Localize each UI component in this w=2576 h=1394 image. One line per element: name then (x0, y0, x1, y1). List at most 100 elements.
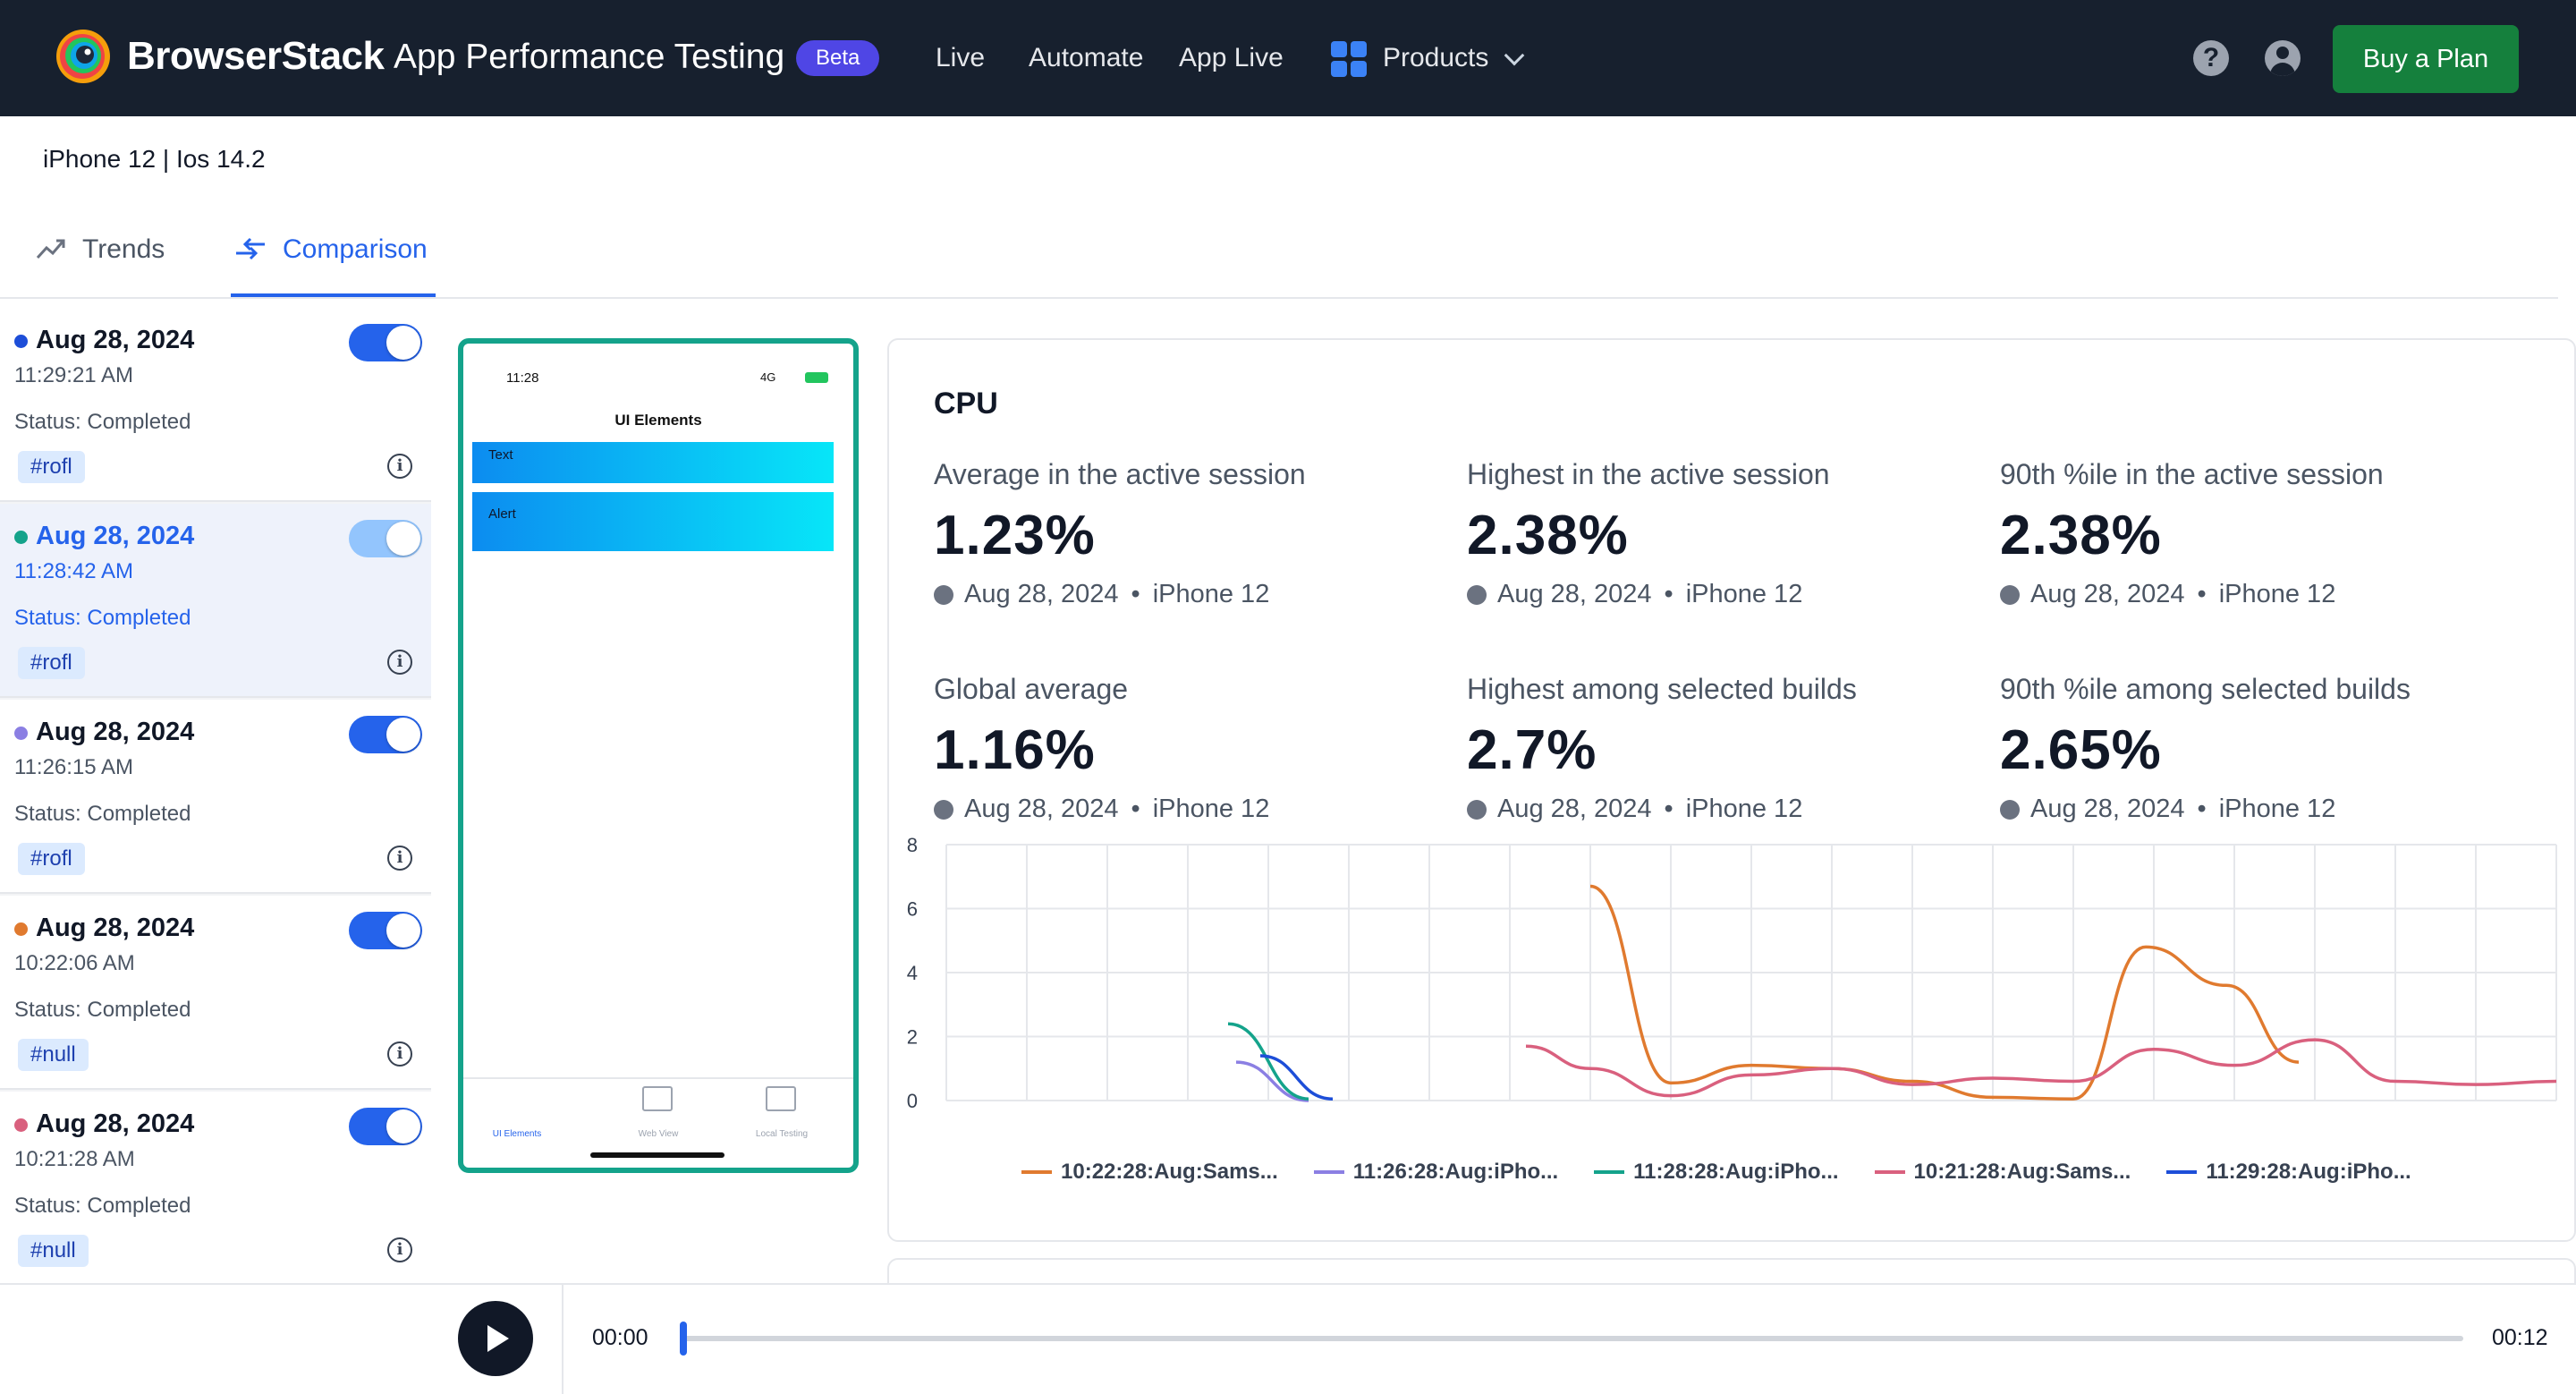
session-date: Aug 28, 2024 (36, 718, 195, 746)
legend-swatch (1874, 1170, 1905, 1174)
active-tab-indicator (231, 293, 436, 298)
nav-live[interactable]: Live (936, 43, 986, 72)
stat-device: iPhone 12 (1152, 795, 1270, 823)
session-toggle[interactable] (349, 1108, 422, 1145)
series-line (1259, 1054, 1334, 1101)
seek-track[interactable] (682, 1336, 2463, 1341)
nav-products[interactable]: Products (1383, 43, 1489, 72)
session-toggle[interactable] (349, 520, 422, 557)
tab-comparison[interactable]: Comparison (283, 234, 428, 264)
session-toggle[interactable] (349, 324, 422, 361)
session-status: Status: Completed (14, 802, 191, 826)
session-time: 11:28:42 AM (14, 559, 133, 583)
tab-trends[interactable]: Trends (82, 234, 165, 264)
buy-plan-button[interactable]: Buy a Plan (2333, 25, 2519, 93)
stat-label: 90th %ile among selected builds (2000, 673, 2411, 705)
device-dot-icon (2000, 584, 2020, 605)
stat-label: Average in the active session (934, 458, 1306, 490)
stat-p90-selected: 90th %ile among selected builds 2.65% Au… (2000, 673, 2519, 824)
legend-item[interactable]: 11:29:28:Aug:iPho... (2166, 1160, 2411, 1185)
device-dot-icon (934, 799, 953, 820)
legend-item[interactable]: 10:21:28:Aug:Sams... (1874, 1160, 2131, 1185)
product-name: App Performance Testing (394, 38, 785, 76)
session-tag: #rofl (18, 843, 85, 875)
chevron-down-icon[interactable] (1504, 45, 1525, 66)
stat-label: Global average (934, 673, 1129, 705)
phone-tabbar-divider (463, 1077, 853, 1079)
stat-date: Aug 28, 2024 (964, 580, 1119, 608)
legend-item[interactable]: 11:26:28:Aug:iPho... (1313, 1160, 1558, 1185)
legend-swatch (1021, 1170, 1052, 1174)
info-icon[interactable]: i (387, 846, 412, 871)
stat-average-active: Average in the active session 1.23% Aug … (934, 458, 1453, 609)
duration-time: 00:12 (2492, 1325, 2548, 1350)
y-tick-label: 8 (907, 834, 918, 856)
session-toggle[interactable] (349, 912, 422, 949)
info-icon[interactable]: i (387, 454, 412, 479)
session-item[interactable]: Aug 28, 2024 10:22:06 AM Status: Complet… (0, 896, 431, 1090)
info-icon[interactable]: i (387, 650, 412, 675)
separator-dot: • (1131, 795, 1140, 823)
products-grid-icon[interactable] (1331, 41, 1367, 77)
legend-swatch (1313, 1170, 1344, 1174)
y-tick-label: 0 (907, 1090, 918, 1111)
stat-p90-active: 90th %ile in the active session 2.38% Au… (2000, 458, 2519, 609)
stat-value: 2.7% (1467, 719, 1597, 781)
session-date: Aug 28, 2024 (36, 914, 195, 942)
session-time: 11:29:21 AM (14, 363, 133, 387)
series-line (1589, 884, 2300, 1101)
stat-highest-active: Highest in the active session 2.38% Aug … (1467, 458, 1986, 609)
seek-thumb[interactable] (680, 1322, 687, 1356)
separator-dot: • (1131, 580, 1140, 608)
info-icon[interactable]: i (387, 1237, 412, 1262)
stat-label: Highest among selected builds (1467, 673, 1857, 705)
stat-date: Aug 28, 2024 (2030, 580, 2185, 608)
session-item[interactable]: Aug 28, 2024 11:26:15 AM Status: Complet… (0, 700, 431, 894)
top-navigation-bar: BrowserStack App Performance Testing Bet… (0, 0, 2576, 116)
session-toggle[interactable] (349, 716, 422, 753)
legend-item[interactable]: 10:22:28:Aug:Sams... (1021, 1160, 1278, 1185)
web-view-icon (642, 1086, 673, 1111)
play-icon[interactable] (458, 1301, 533, 1376)
local-testing-icon (766, 1086, 796, 1111)
session-tag: #rofl (18, 451, 85, 483)
legend-item[interactable]: 11:28:28:Aug:iPho... (1594, 1160, 1839, 1185)
nav-automate[interactable]: Automate (1029, 43, 1144, 72)
info-icon[interactable]: i (387, 1041, 412, 1067)
session-item[interactable]: Aug 28, 2024 10:21:28 AM Status: Complet… (0, 1092, 431, 1286)
phone-tab-local-testing: Local Testing (755, 1129, 809, 1139)
device-dot-icon (1467, 799, 1487, 820)
session-tag: #null (18, 1235, 89, 1267)
stat-device: iPhone 12 (1152, 580, 1270, 608)
brand-name[interactable]: BrowserStack (127, 34, 385, 78)
session-status: Status: Completed (14, 1194, 191, 1218)
session-status: Status: Completed (14, 998, 191, 1022)
stat-device: iPhone 12 (1685, 795, 1803, 823)
cpu-card: CPU Average in the active session 1.23% … (887, 338, 2576, 1242)
y-tick-label: 4 (907, 962, 918, 984)
stat-device: iPhone 12 (2218, 795, 2336, 823)
session-time: 11:26:15 AM (14, 755, 133, 779)
nav-app-live[interactable]: App Live (1179, 43, 1284, 72)
phone-screen-title: UI Elements (614, 412, 702, 429)
device-dot-icon (1467, 584, 1487, 605)
session-color-dot (14, 727, 28, 740)
beta-badge: Beta (796, 40, 880, 76)
phone-row-text: Text (472, 442, 834, 483)
session-date: Aug 28, 2024 (36, 522, 195, 550)
stat-value: 2.65% (2000, 719, 2162, 781)
browserstack-logo-icon[interactable] (55, 29, 111, 84)
session-item[interactable]: Aug 28, 2024 11:28:42 AM Status: Complet… (0, 504, 431, 698)
stat-value: 2.38% (1467, 505, 1629, 566)
stat-device: iPhone 12 (1685, 580, 1803, 608)
stat-date: Aug 28, 2024 (1497, 580, 1652, 608)
cpu-line-chart: 0 2 4 6 8 (907, 834, 2557, 1111)
session-list: Aug 28, 2024 11:29:21 AM Status: Complet… (0, 308, 431, 1286)
session-item[interactable]: Aug 28, 2024 11:29:21 AM Status: Complet… (0, 308, 431, 502)
legend-swatch (2166, 1170, 2198, 1174)
session-status: Status: Completed (14, 410, 191, 434)
session-tag: #rofl (18, 647, 85, 679)
stat-value: 1.16% (934, 719, 1096, 781)
user-circle-icon[interactable] (2265, 40, 2301, 76)
question-circle-icon[interactable]: ? (2193, 40, 2229, 76)
